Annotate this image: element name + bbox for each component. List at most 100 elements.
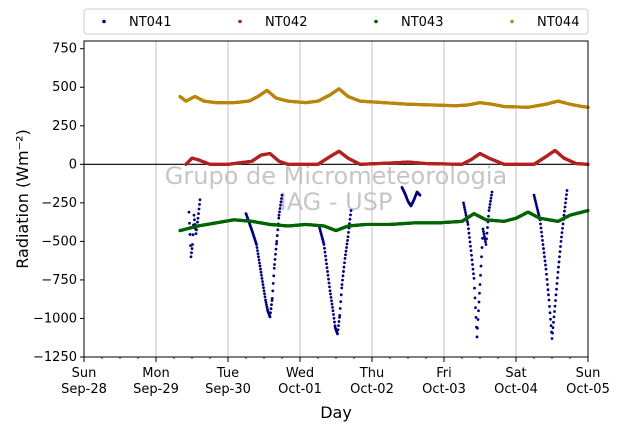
data-point [279, 200, 283, 204]
data-point [277, 216, 281, 220]
data-point [471, 267, 475, 271]
data-point [262, 286, 265, 290]
data-point [278, 210, 281, 214]
data-point [478, 283, 482, 286]
data-point [463, 208, 467, 212]
legend-label: NT041 [129, 15, 171, 30]
data-point [342, 265, 346, 269]
data-point [548, 304, 551, 308]
y-tick-label: 250 [52, 119, 77, 134]
legend-marker [238, 19, 242, 24]
y-tick-label: −250 [41, 196, 77, 211]
x-axis-label: Day [320, 403, 352, 422]
data-point [488, 202, 492, 206]
data-point [328, 285, 331, 289]
data-point [332, 316, 336, 320]
data-point [322, 241, 325, 244]
data-point [487, 209, 491, 212]
data-point [270, 303, 273, 306]
data-point [481, 227, 485, 231]
data-point [274, 252, 277, 256]
data-point [276, 228, 280, 232]
data-point [345, 246, 348, 249]
watermark-line-2: IAG - USP [280, 188, 393, 216]
data-point [333, 320, 336, 324]
data-point [466, 220, 469, 224]
data-point [255, 246, 259, 249]
data-point [258, 264, 262, 268]
data-point [482, 232, 486, 236]
data-point [277, 213, 281, 217]
data-point [323, 246, 326, 250]
data-point [558, 255, 561, 259]
data-point [554, 299, 557, 302]
data-point [551, 326, 555, 330]
x-tick-day: Mon [142, 366, 169, 381]
data-point [472, 276, 476, 280]
data-point [559, 245, 562, 248]
legend-label: NT044 [537, 15, 579, 30]
data-point [490, 190, 494, 194]
x-tick-day: Tue [216, 366, 239, 381]
data-point [335, 331, 339, 335]
x-tick-day: Sun [576, 366, 601, 381]
data-point [265, 305, 269, 309]
data-point [278, 207, 282, 210]
data-point [259, 270, 263, 274]
data-point [261, 280, 264, 283]
data-point [324, 254, 327, 258]
data-point [471, 263, 474, 266]
data-point [403, 191, 406, 194]
data-point [196, 216, 200, 220]
data-point [329, 292, 332, 296]
data-point [546, 288, 550, 292]
data-point [557, 260, 561, 264]
data-point [564, 201, 567, 205]
data-point [469, 244, 472, 248]
data-point [412, 199, 415, 203]
data-point [468, 240, 472, 244]
data-point [478, 291, 481, 295]
series-nt044 [178, 87, 590, 109]
y-tick-label: 750 [52, 42, 77, 57]
data-point [260, 273, 263, 277]
x-tick-label: Oct-02 [350, 382, 394, 397]
data-point [564, 197, 568, 201]
data-point [280, 193, 284, 197]
data-point [561, 222, 565, 226]
data-point [263, 292, 266, 296]
x-tick-label: Oct-05 [566, 382, 610, 397]
data-point [469, 249, 473, 253]
data-point [558, 250, 562, 254]
data-point [541, 238, 544, 242]
legend-label: NT043 [401, 15, 443, 30]
data-point [561, 226, 564, 230]
data-point [485, 231, 489, 235]
data-point [324, 258, 328, 262]
data-point [480, 255, 483, 259]
data-point [346, 235, 350, 239]
y-tick-label: −1000 [33, 311, 77, 326]
data-point [280, 197, 283, 200]
y-axis-label: Radiation (Wm⁻²) [13, 129, 32, 268]
data-point [462, 203, 466, 207]
x-tick-label: Sep-29 [133, 382, 179, 397]
x-tick-label: Oct-04 [494, 382, 538, 397]
data-point [256, 252, 260, 256]
data-point [545, 272, 548, 276]
data-point [551, 331, 554, 335]
data-point [342, 270, 345, 273]
data-point [343, 256, 347, 260]
legend-box [83, 8, 589, 35]
data-point [555, 282, 559, 285]
data-point [560, 231, 564, 235]
data-point [337, 320, 341, 323]
data-point [464, 211, 467, 214]
data-point [330, 299, 333, 303]
data-point [552, 315, 556, 319]
data-point [556, 276, 559, 280]
data-point [194, 232, 198, 236]
data-point [548, 311, 552, 315]
